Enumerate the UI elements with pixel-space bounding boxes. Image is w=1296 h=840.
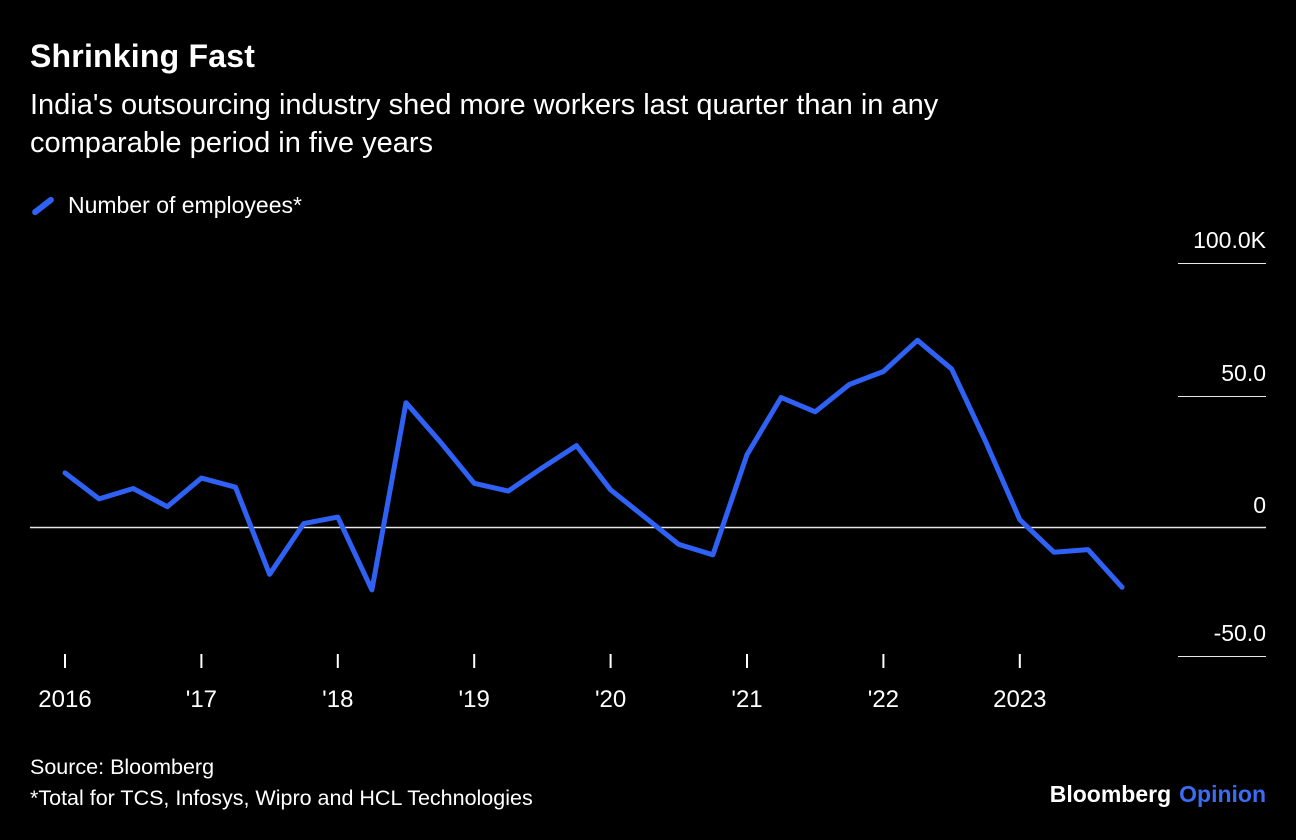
- legend-label: Number of employees*: [68, 192, 302, 218]
- footnote-text: *Total for TCS, Infosys, Wipro and HCL T…: [30, 786, 533, 810]
- x-axis-label: '18: [322, 686, 354, 713]
- brand-wordmark: Bloomberg Opinion: [1050, 781, 1266, 808]
- y-axis-label-50: 50.0: [1178, 360, 1266, 397]
- chart-subtitle-line-1: India's outsourcing industry shed more w…: [30, 89, 939, 121]
- legend: Number of employees*: [30, 192, 302, 219]
- x-axis-label: '19: [458, 686, 490, 713]
- y-axis-label-neg50: -50.0: [1178, 620, 1266, 657]
- brand-name: Bloomberg: [1049, 781, 1172, 807]
- brand-suffix: Opinion: [1179, 781, 1266, 807]
- x-axis-label: '21: [731, 686, 763, 713]
- y-axis-label-0: 0: [1253, 492, 1266, 518]
- chart-subtitle-line-2: comparable period in five years: [30, 127, 433, 160]
- x-axis-label: '17: [185, 686, 218, 713]
- chart-subtitle: India's outsourcing industry shed more w…: [30, 86, 938, 163]
- x-axis-label: '20: [594, 686, 627, 713]
- employees-line-series: [62, 337, 1125, 593]
- x-axis-label: 2016: [38, 686, 92, 713]
- y-axis-label-100k: 100.0K: [1178, 227, 1266, 264]
- x-axis-label: 2023: [993, 686, 1047, 713]
- source-text: Source: Bloomberg: [30, 755, 215, 779]
- x-axis-label: '22: [867, 686, 900, 713]
- chart-title: Shrinking Fast: [30, 38, 256, 74]
- x-axis-labels: 2016 '17 '18 '19 '20 '21 '22 2023: [0, 686, 1296, 718]
